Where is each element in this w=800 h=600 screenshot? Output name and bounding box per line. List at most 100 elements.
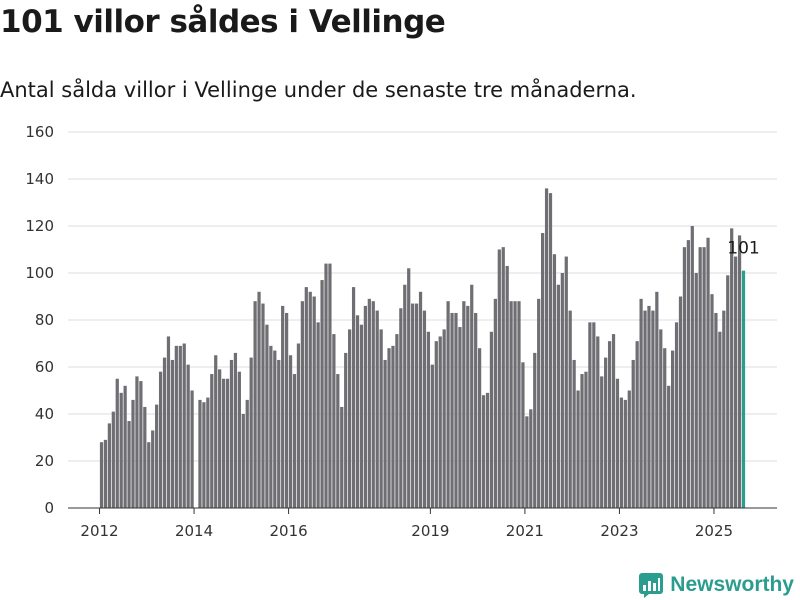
bar xyxy=(359,324,364,508)
bar xyxy=(426,331,431,508)
x-tick-label: 2023 xyxy=(600,522,638,540)
bar xyxy=(631,359,635,508)
bar xyxy=(178,345,182,508)
x-tick-label: 2025 xyxy=(695,522,733,540)
y-tick-label: 20 xyxy=(35,452,54,470)
bar xyxy=(237,371,241,508)
x-tick: 2012 xyxy=(80,522,118,540)
y-tick: 80 xyxy=(35,311,54,329)
bar xyxy=(481,395,486,508)
bar xyxy=(198,399,202,508)
bar xyxy=(296,343,301,508)
bar xyxy=(710,294,714,508)
bar xyxy=(304,287,308,508)
bar xyxy=(655,291,659,508)
x-tick-label: 2019 xyxy=(411,522,449,540)
bar xyxy=(544,188,549,508)
bar xyxy=(730,228,734,508)
bar xyxy=(269,345,273,508)
bar xyxy=(513,301,517,508)
bar xyxy=(147,442,151,508)
bar xyxy=(210,374,214,508)
bar xyxy=(221,378,226,508)
y-tick: 140 xyxy=(25,170,54,188)
bar xyxy=(643,310,647,508)
bar xyxy=(434,341,438,508)
bar xyxy=(257,291,261,508)
bar xyxy=(312,296,316,508)
bar xyxy=(600,376,604,508)
x-tick: 2016 xyxy=(269,522,307,540)
bar xyxy=(651,310,655,508)
bar xyxy=(493,298,497,508)
y-tick-label: 40 xyxy=(35,405,54,423)
bar xyxy=(667,385,671,508)
bar xyxy=(253,301,257,508)
bar xyxy=(615,378,620,508)
y-tick-label: 100 xyxy=(25,264,54,282)
bar xyxy=(332,334,336,508)
bar xyxy=(249,357,253,508)
chart-subtitle: Antal sålda villor i Vellinge under de s… xyxy=(0,78,637,102)
bar xyxy=(474,312,478,508)
x-tick: 2014 xyxy=(175,522,213,540)
bar xyxy=(489,331,494,508)
bar xyxy=(190,390,194,508)
y-tick: 160 xyxy=(25,123,54,141)
x-tick-label: 2012 xyxy=(80,522,118,540)
bar xyxy=(556,284,560,508)
bar xyxy=(517,301,521,508)
y-tick-label: 140 xyxy=(25,170,54,188)
bar xyxy=(99,442,104,508)
bar xyxy=(371,301,375,508)
bar xyxy=(552,254,557,508)
bar xyxy=(446,301,450,508)
bar xyxy=(367,298,371,508)
bar xyxy=(706,237,710,508)
x-tick: 2019 xyxy=(411,522,449,540)
x-tick: 2025 xyxy=(695,522,733,540)
bar xyxy=(391,345,395,508)
bar xyxy=(501,247,505,508)
gridlines xyxy=(68,131,777,462)
y-tick: 60 xyxy=(35,358,54,376)
bar xyxy=(458,327,462,508)
bar xyxy=(698,247,702,508)
bar xyxy=(288,355,293,508)
bar xyxy=(734,256,738,508)
chart-title: 101 villor såldes i Vellinge xyxy=(0,4,446,40)
bar xyxy=(438,336,442,508)
y-tick-label: 60 xyxy=(35,358,54,376)
bar xyxy=(541,233,545,509)
bar xyxy=(103,439,108,508)
bar xyxy=(596,336,600,508)
bar xyxy=(678,296,683,508)
bar xyxy=(450,312,454,508)
bar xyxy=(639,298,643,508)
bar xyxy=(399,308,403,508)
bar xyxy=(454,312,458,508)
bar xyxy=(714,312,718,508)
bar xyxy=(119,392,123,508)
bar xyxy=(619,397,624,508)
bar xyxy=(694,273,698,508)
bar xyxy=(340,406,344,508)
bar xyxy=(497,249,501,508)
bar xyxy=(162,357,167,508)
bar xyxy=(387,348,391,508)
x-tick: 2023 xyxy=(600,522,638,540)
brand-logo[interactable]: Newsworthy xyxy=(638,572,794,598)
bar xyxy=(470,284,474,508)
bar xyxy=(344,352,348,508)
bar xyxy=(395,334,399,508)
bar xyxy=(206,397,210,508)
bar xyxy=(442,329,446,508)
bar xyxy=(241,414,245,508)
bar xyxy=(218,369,222,508)
bar-chart: 0 20 40 60 80 100 120 140 160 2012 2014 2016 2019 202… xyxy=(25,123,777,540)
bars xyxy=(99,188,746,509)
bar xyxy=(576,390,580,508)
bar xyxy=(292,374,297,508)
axes: 0 20 40 60 80 100 120 140 160 2012 2014 2016 2019 202… xyxy=(25,123,777,540)
bar xyxy=(607,341,612,508)
